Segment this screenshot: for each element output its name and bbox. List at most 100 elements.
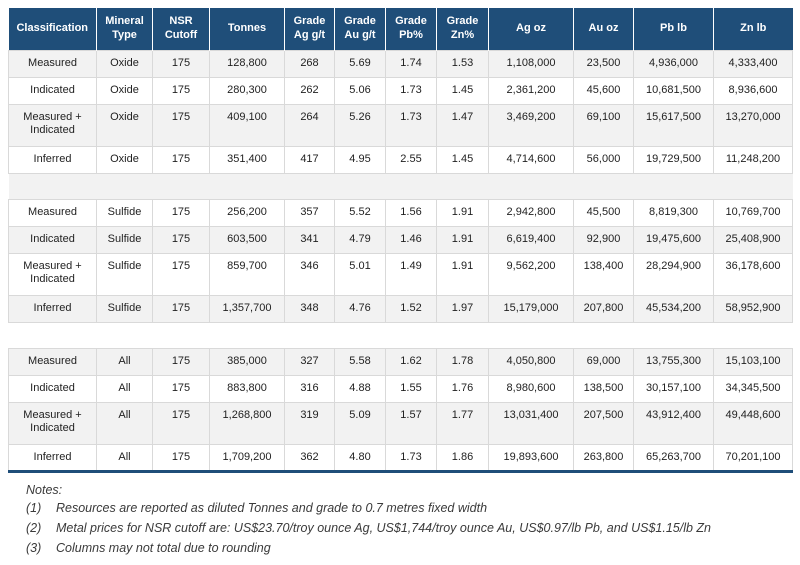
note-number: (2) bbox=[26, 521, 42, 535]
table-cell: 15,617,500 bbox=[633, 104, 714, 147]
table-row: Measured Oxide 175 128,800 268 5.69 1.74 1.53 1,… bbox=[8, 50, 793, 78]
table-cell: All bbox=[96, 375, 153, 403]
table-cell: 5.26 bbox=[334, 104, 386, 147]
note-number: (1) bbox=[26, 501, 42, 515]
note-item: (2) Metal prices for NSR cutoff are: US$… bbox=[26, 521, 782, 535]
table-cell: 268 bbox=[284, 50, 335, 78]
table-cell: Indicated bbox=[8, 226, 97, 254]
table-cell: 5.01 bbox=[334, 253, 386, 296]
table-cell: 1.45 bbox=[436, 146, 489, 174]
table-cell: 1,357,700 bbox=[209, 295, 285, 323]
table-cell: 175 bbox=[152, 50, 210, 78]
table-cell: 5.09 bbox=[334, 402, 386, 445]
table-cell: 56,000 bbox=[573, 146, 634, 174]
table-cell: 10,681,500 bbox=[633, 77, 714, 105]
table-cell: 92,900 bbox=[573, 226, 634, 254]
table-row: Inferred Oxide 175 351,400 417 4.95 2.55 1.45 4,… bbox=[8, 146, 793, 174]
table-cell: 319 bbox=[284, 402, 335, 445]
table-cell: 1.49 bbox=[385, 253, 437, 296]
table-cell: 36,178,600 bbox=[713, 253, 793, 296]
table-cell: Inferred bbox=[8, 295, 97, 323]
table-cell: 5.58 bbox=[334, 348, 386, 376]
note-number: (3) bbox=[26, 541, 42, 555]
table-cell: Sulfide bbox=[96, 295, 153, 323]
table-cell: 859,700 bbox=[209, 253, 285, 296]
table-cell: Oxide bbox=[96, 146, 153, 174]
table-row: Measured Sulfide 175 256,200 357 5.52 1.56 1.91… bbox=[8, 199, 793, 227]
table-cell: 9,562,200 bbox=[488, 253, 574, 296]
table-cell: 128,800 bbox=[209, 50, 285, 78]
table-cell: Measured + Indicated bbox=[8, 402, 97, 445]
table-cell: 1.46 bbox=[385, 226, 437, 254]
table-cell: 1.78 bbox=[436, 348, 489, 376]
table-cell: 2,361,200 bbox=[488, 77, 574, 105]
table-cell: 13,031,400 bbox=[488, 402, 574, 445]
table-cell: 1.97 bbox=[436, 295, 489, 323]
header-cell-pb-lb: Pb lb bbox=[633, 8, 714, 51]
table-cell: Measured bbox=[8, 348, 97, 376]
table-cell: Oxide bbox=[96, 104, 153, 147]
table-cell: 1.91 bbox=[436, 226, 489, 254]
table-cell: 603,500 bbox=[209, 226, 285, 254]
table-cell: 138,400 bbox=[573, 253, 634, 296]
table-cell: Sulfide bbox=[96, 226, 153, 254]
table-cell: Sulfide bbox=[96, 199, 153, 227]
header-cell-grade-ag: Grade Ag g/t bbox=[284, 8, 335, 51]
note-text: Resources are reported as diluted Tonnes… bbox=[56, 501, 488, 515]
table-cell: 10,769,700 bbox=[713, 199, 793, 227]
table-cell: 1,108,000 bbox=[488, 50, 574, 78]
table-cell: 25,408,900 bbox=[713, 226, 793, 254]
table-cell: 1.73 bbox=[385, 444, 437, 472]
header-cell-grade-au: Grade Au g/t bbox=[334, 8, 386, 51]
note-text: Columns may not total due to rounding bbox=[56, 541, 271, 555]
table-row: Measured + Indicated Sulfide 175 859,700 346… bbox=[8, 253, 793, 296]
table-cell: 175 bbox=[152, 199, 210, 227]
table-cell: Sulfide bbox=[96, 253, 153, 296]
table-cell: 346 bbox=[284, 253, 335, 296]
spacer-cell bbox=[8, 322, 793, 349]
table-cell: 4.95 bbox=[334, 146, 386, 174]
table-row: Indicated Sulfide 175 603,500 341 4.79 1.46 1.9… bbox=[8, 226, 793, 254]
table-cell: 2.55 bbox=[385, 146, 437, 174]
table-cell: 1.45 bbox=[436, 77, 489, 105]
header-cell-zn-lb: Zn lb bbox=[713, 8, 793, 51]
table-cell: 69,100 bbox=[573, 104, 634, 147]
table-row: Measured + Indicated Oxide 175 409,100 264 5.… bbox=[8, 104, 793, 147]
table-cell: 263,800 bbox=[573, 444, 634, 472]
table-cell: 43,912,400 bbox=[633, 402, 714, 445]
table-cell: 45,600 bbox=[573, 77, 634, 105]
table-cell: 5.06 bbox=[334, 77, 386, 105]
table-cell: 175 bbox=[152, 375, 210, 403]
table-cell: Measured + Indicated bbox=[8, 253, 97, 296]
table-header: Classification Mineral Type NSR Cutoff T… bbox=[8, 8, 793, 51]
table-cell: 4,333,400 bbox=[713, 50, 793, 78]
table-cell: Measured + Indicated bbox=[8, 104, 97, 147]
table-cell: 30,157,100 bbox=[633, 375, 714, 403]
header-cell-ag-oz: Ag oz bbox=[488, 8, 574, 51]
table-cell: 69,000 bbox=[573, 348, 634, 376]
table-cell: 256,200 bbox=[209, 199, 285, 227]
table-cell: 23,500 bbox=[573, 50, 634, 78]
header-cell-au-oz: Au oz bbox=[573, 8, 634, 51]
table-cell: 341 bbox=[284, 226, 335, 254]
table-cell: 5.69 bbox=[334, 50, 386, 78]
table-cell: 1.53 bbox=[436, 50, 489, 78]
spacer-cell bbox=[8, 173, 793, 200]
note-item: (1) Resources are reported as diluted To… bbox=[26, 501, 782, 515]
note-text: Metal prices for NSR cutoff are: US$23.7… bbox=[56, 521, 711, 535]
table-cell: 19,475,600 bbox=[633, 226, 714, 254]
table-cell: 175 bbox=[152, 226, 210, 254]
table-cell: 4,936,000 bbox=[633, 50, 714, 78]
table-cell: 1.52 bbox=[385, 295, 437, 323]
table-cell: 316 bbox=[284, 375, 335, 403]
table-cell: All bbox=[96, 402, 153, 445]
table-cell: 4.88 bbox=[334, 375, 386, 403]
table-cell: Inferred bbox=[8, 146, 97, 174]
notes: Notes: (1) Resources are reported as dil… bbox=[8, 473, 792, 555]
table-cell: 175 bbox=[152, 77, 210, 105]
table-cell: 70,201,100 bbox=[713, 444, 793, 472]
table-cell: 6,619,400 bbox=[488, 226, 574, 254]
table-cell: 15,179,000 bbox=[488, 295, 574, 323]
table-cell: 175 bbox=[152, 295, 210, 323]
